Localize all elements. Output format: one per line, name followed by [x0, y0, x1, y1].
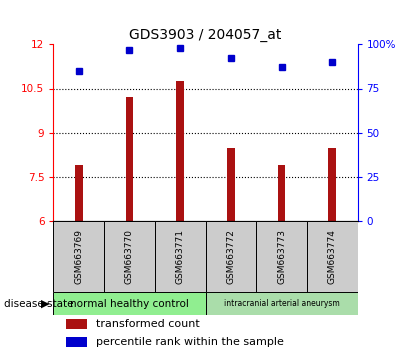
FancyBboxPatch shape — [155, 221, 206, 292]
Text: GSM663770: GSM663770 — [125, 229, 134, 284]
FancyBboxPatch shape — [53, 221, 104, 292]
Bar — [66, 337, 87, 347]
FancyBboxPatch shape — [307, 221, 358, 292]
Text: normal healthy control: normal healthy control — [70, 298, 189, 309]
Text: disease state: disease state — [4, 298, 74, 309]
FancyBboxPatch shape — [206, 292, 358, 315]
Bar — [66, 319, 87, 329]
Text: GSM663773: GSM663773 — [277, 229, 286, 284]
Title: GDS3903 / 204057_at: GDS3903 / 204057_at — [129, 28, 282, 42]
Text: GSM663774: GSM663774 — [328, 229, 337, 284]
Text: ▶: ▶ — [41, 298, 49, 309]
Bar — [328, 148, 336, 221]
Text: GSM663769: GSM663769 — [74, 229, 83, 284]
FancyBboxPatch shape — [256, 221, 307, 292]
FancyBboxPatch shape — [53, 292, 206, 315]
Bar — [176, 81, 184, 221]
Bar — [75, 165, 83, 221]
Text: percentile rank within the sample: percentile rank within the sample — [96, 337, 284, 347]
Text: intracranial arterial aneurysm: intracranial arterial aneurysm — [224, 299, 339, 308]
Bar — [278, 165, 285, 221]
Bar — [227, 148, 235, 221]
FancyBboxPatch shape — [206, 221, 256, 292]
Text: transformed count: transformed count — [96, 319, 200, 329]
Text: GSM663772: GSM663772 — [226, 229, 236, 284]
Bar — [126, 97, 133, 221]
FancyBboxPatch shape — [104, 221, 155, 292]
Text: GSM663771: GSM663771 — [175, 229, 185, 284]
